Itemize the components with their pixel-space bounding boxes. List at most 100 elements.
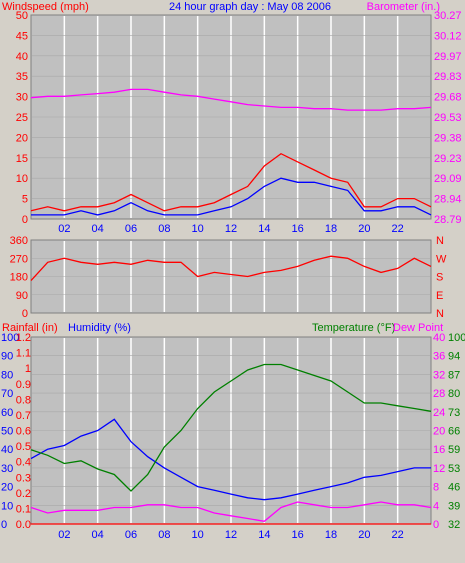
x-tick-label: 04 xyxy=(92,223,104,235)
windspeed-label: Windspeed (mph) xyxy=(2,1,89,13)
y-tick-label: 30 xyxy=(16,92,28,104)
y-tick-label: 270 xyxy=(10,253,28,265)
y-tick-label: 12 xyxy=(433,463,445,475)
x-tick-label: 12 xyxy=(225,223,237,235)
y-tick-label: 100 xyxy=(448,332,465,344)
y-tick-label: 8 xyxy=(433,482,439,494)
x-tick-label: 20 xyxy=(358,529,370,541)
y-tick-label: 60 xyxy=(1,407,13,419)
x-tick-label: 10 xyxy=(192,529,204,541)
y-tick-label: 94 xyxy=(448,351,460,363)
y-tick-label: N xyxy=(436,308,444,320)
y-tick-label: 0.0 xyxy=(16,519,31,531)
y-tick-label: 10 xyxy=(1,500,13,512)
y-tick-label: 0 xyxy=(433,519,439,531)
y-tick-label: 360 xyxy=(10,235,28,247)
y-tick-label: 20 xyxy=(1,482,13,494)
y-tick-label: 0.1 xyxy=(16,503,31,515)
y-tick-label: 0.2 xyxy=(16,488,31,500)
y-tick-label: 25 xyxy=(16,112,28,124)
y-tick-label: 46 xyxy=(448,482,460,494)
y-tick-label: 20 xyxy=(16,132,28,144)
x-tick-label: 06 xyxy=(125,223,137,235)
y-tick-label: 90 xyxy=(1,351,13,363)
y-tick-label: 1.1 xyxy=(16,348,31,360)
y-tick-label: 32 xyxy=(448,519,460,531)
y-tick-label: 0.3 xyxy=(16,472,31,484)
y-tick-label: 40 xyxy=(16,51,28,63)
y-tick-label: 40 xyxy=(1,444,13,456)
y-tick-label: 29.68 xyxy=(434,92,462,104)
y-tick-label: 70 xyxy=(1,388,13,400)
graph-title: 24 hour graph day : May 08 2006 xyxy=(169,1,331,13)
x-tick-label: 18 xyxy=(325,529,337,541)
y-tick-label: 28.94 xyxy=(434,194,462,206)
y-tick-label: 30.27 xyxy=(434,10,462,22)
y-tick-label: S xyxy=(436,272,443,284)
y-tick-label: 32 xyxy=(433,369,445,381)
x-tick-label: 16 xyxy=(292,529,304,541)
y-tick-label: 39 xyxy=(448,500,460,512)
humidity-label: Humidity (%) xyxy=(68,322,131,334)
y-tick-label: 10 xyxy=(16,173,28,185)
y-tick-label: 30 xyxy=(1,463,13,475)
y-tick-label: 29.38 xyxy=(434,132,462,144)
x-tick-label: 18 xyxy=(325,223,337,235)
dewpoint-line xyxy=(30,501,432,522)
x-tick-label: 08 xyxy=(158,223,170,235)
y-tick-label: 0 xyxy=(22,214,28,226)
y-tick-label: E xyxy=(436,290,443,302)
x-tick-label: 14 xyxy=(258,529,270,541)
y-tick-label: 36 xyxy=(433,351,445,363)
y-tick-label: 29.97 xyxy=(434,51,462,63)
y-tick-label: W xyxy=(436,253,447,265)
y-tick-label: 20 xyxy=(433,426,445,438)
x-tick-label: 10 xyxy=(192,223,204,235)
y-tick-label: 0 xyxy=(22,308,28,320)
y-tick-label: 50 xyxy=(16,10,28,22)
wind-direction-line xyxy=(30,255,432,282)
humidity-line xyxy=(30,418,431,501)
y-tick-label: 66 xyxy=(448,426,460,438)
y-tick-label: 15 xyxy=(16,153,28,165)
y-tick-label: 50 xyxy=(1,426,13,438)
y-tick-label: 28 xyxy=(433,388,445,400)
dewpoint-label: Dew Point xyxy=(393,322,443,334)
y-tick-label: 29.83 xyxy=(434,71,462,83)
x-tick-label: 02 xyxy=(58,223,70,235)
barometer-label: Barometer (in.) xyxy=(367,1,440,13)
y-tick-label: 0 xyxy=(1,519,7,531)
y-tick-label: 100 xyxy=(1,332,19,344)
y-tick-label: 30.12 xyxy=(434,30,462,42)
y-tick-label: 29.23 xyxy=(434,153,462,165)
windspeed-line xyxy=(30,152,432,212)
y-tick-label: 29.09 xyxy=(434,173,462,185)
x-tick-label: 16 xyxy=(292,223,304,235)
y-tick-label: 35 xyxy=(16,71,28,83)
y-tick-label: 29.53 xyxy=(434,112,462,124)
y-tick-label: 24 xyxy=(433,407,445,419)
y-tick-label: 59 xyxy=(448,444,460,456)
y-tick-label: 0.7 xyxy=(16,410,31,422)
x-tick-label: 08 xyxy=(158,529,170,541)
barometer-line xyxy=(30,88,432,111)
y-tick-label: 5 xyxy=(22,194,28,206)
y-tick-label: 0.4 xyxy=(16,457,31,469)
grid-lines xyxy=(32,16,430,523)
y-tick-label: 0.9 xyxy=(16,379,31,391)
x-tick-label: 20 xyxy=(358,223,370,235)
y-tick-label: 16 xyxy=(433,444,445,456)
y-tick-label: 180 xyxy=(10,272,28,284)
y-tick-label: 4 xyxy=(433,500,439,512)
data-series xyxy=(30,88,432,525)
temperature-line xyxy=(30,363,432,492)
x-tick-label: 06 xyxy=(125,529,137,541)
x-tick-label: 04 xyxy=(92,529,104,541)
x-tick-label: 22 xyxy=(392,223,404,235)
y-tick-label: 28.79 xyxy=(434,214,462,226)
y-tick-label: 0.6 xyxy=(16,426,31,438)
y-tick-label: 0.5 xyxy=(16,441,31,453)
temperature-label: Temperature (°F) xyxy=(312,322,395,334)
x-tick-label: 02 xyxy=(58,529,70,541)
